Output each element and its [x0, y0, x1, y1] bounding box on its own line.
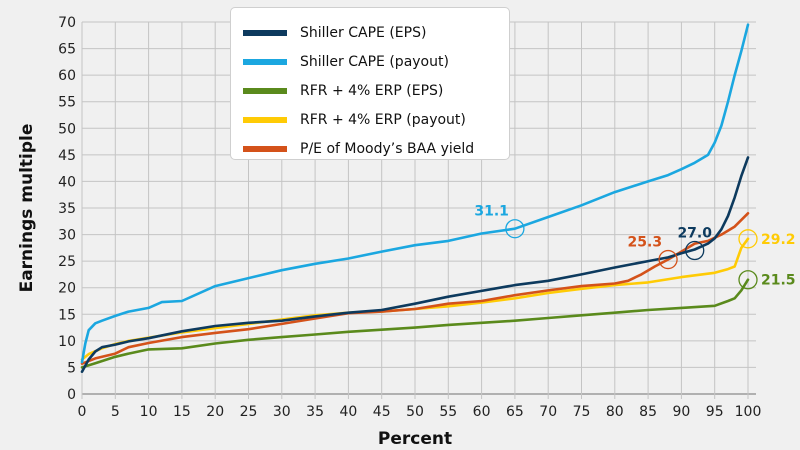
y-tick-label: 70 — [58, 15, 76, 31]
annotation-circle — [658, 249, 678, 270]
legend-swatch — [243, 58, 287, 65]
annotations: 31.1 25.3 27.0 29.2 21.5 — [474, 204, 796, 290]
legend-label: Shiller CAPE (EPS) — [300, 24, 427, 41]
legend-label: RFR + 4% ERP (payout) — [300, 111, 466, 128]
x-tick-label: 40 — [339, 404, 357, 420]
x-tick-label: 55 — [439, 404, 457, 420]
legend-item: RFR + 4% ERP (EPS) — [243, 76, 509, 105]
legend: Shiller CAPE (EPS) Shiller CAPE (payout)… — [230, 7, 510, 160]
x-tick-label: 75 — [573, 404, 591, 420]
series-line — [80, 278, 750, 369]
x-tick-label: 90 — [672, 404, 690, 420]
x-tick-label: 10 — [140, 404, 158, 420]
legend-item: P/E of Moody’s BAA yield — [243, 134, 509, 163]
annotation-circle — [738, 270, 758, 290]
annotation-circle — [685, 240, 705, 261]
y-tick-label: 65 — [58, 42, 76, 58]
y-tick-label: 5 — [67, 360, 76, 376]
legend-swatch — [243, 29, 287, 36]
x-axis-title: Percent — [378, 429, 452, 449]
legend-item: Shiller CAPE (EPS) — [243, 18, 509, 47]
x-tick-label: 5 — [111, 404, 120, 420]
x-tick-label: 50 — [406, 404, 424, 420]
y-tick-label: 35 — [58, 201, 76, 217]
annotation-label: 21.5 — [761, 273, 796, 289]
x-axis-ticks: 0 5 10 15 20 25 30 35 40 45 50 55 60 65 70 75 80 85 90 95 10… — [78, 404, 762, 420]
legend-label: P/E of Moody’s BAA yield — [300, 140, 475, 157]
annotation-label: 29.2 — [761, 232, 796, 248]
x-tick-label: 95 — [706, 404, 724, 420]
legend-swatch — [243, 116, 287, 123]
series-line — [80, 23, 750, 364]
y-tick-label: 60 — [58, 68, 76, 84]
x-tick-label: 80 — [606, 404, 624, 420]
annotation-circle — [505, 219, 525, 239]
x-tick-label: 45 — [373, 404, 391, 420]
legend-label: Shiller CAPE (payout) — [300, 53, 449, 70]
y-tick-label: 25 — [58, 254, 76, 270]
y-tick-label: 40 — [58, 174, 76, 190]
annotation-label: 31.1 — [474, 204, 509, 220]
y-tick-label: 10 — [58, 334, 76, 350]
y-tick-label: 0 — [67, 387, 76, 403]
x-tick-label: 65 — [506, 404, 524, 420]
x-tick-label: 70 — [539, 404, 557, 420]
annotation-circle — [738, 229, 758, 249]
annotation-label: 27.0 — [677, 226, 712, 242]
y-axis-ticks: 0 5 10 15 20 25 30 35 40 45 50 55 60 65 70 — [58, 15, 76, 403]
x-tick-label: 15 — [173, 404, 191, 420]
y-tick-label: 45 — [58, 148, 76, 164]
legend-item: RFR + 4% ERP (payout) — [243, 105, 509, 134]
y-axis-title: Earnings multiple — [17, 124, 37, 293]
legend-swatch — [243, 87, 287, 94]
x-tick-label: 100 — [735, 404, 762, 420]
y-tick-label: 50 — [58, 121, 76, 137]
x-tick-label: 85 — [639, 404, 657, 420]
y-tick-label: 30 — [58, 228, 76, 244]
x-tick-label: 35 — [306, 404, 324, 420]
legend-item: Shiller CAPE (payout) — [243, 47, 509, 76]
series-line — [80, 156, 750, 374]
y-tick-label: 55 — [58, 95, 76, 111]
legend-swatch — [243, 145, 287, 152]
x-tick-label: 60 — [473, 404, 491, 420]
y-tick-label: 20 — [58, 281, 76, 297]
x-tick-label: 25 — [240, 404, 258, 420]
x-tick-label: 20 — [206, 404, 224, 420]
legend-label: RFR + 4% ERP (EPS) — [300, 82, 444, 99]
x-tick-label: 0 — [78, 404, 87, 420]
annotation-label: 25.3 — [628, 235, 663, 251]
y-tick-label: 15 — [58, 307, 76, 323]
x-tick-label: 30 — [273, 404, 291, 420]
